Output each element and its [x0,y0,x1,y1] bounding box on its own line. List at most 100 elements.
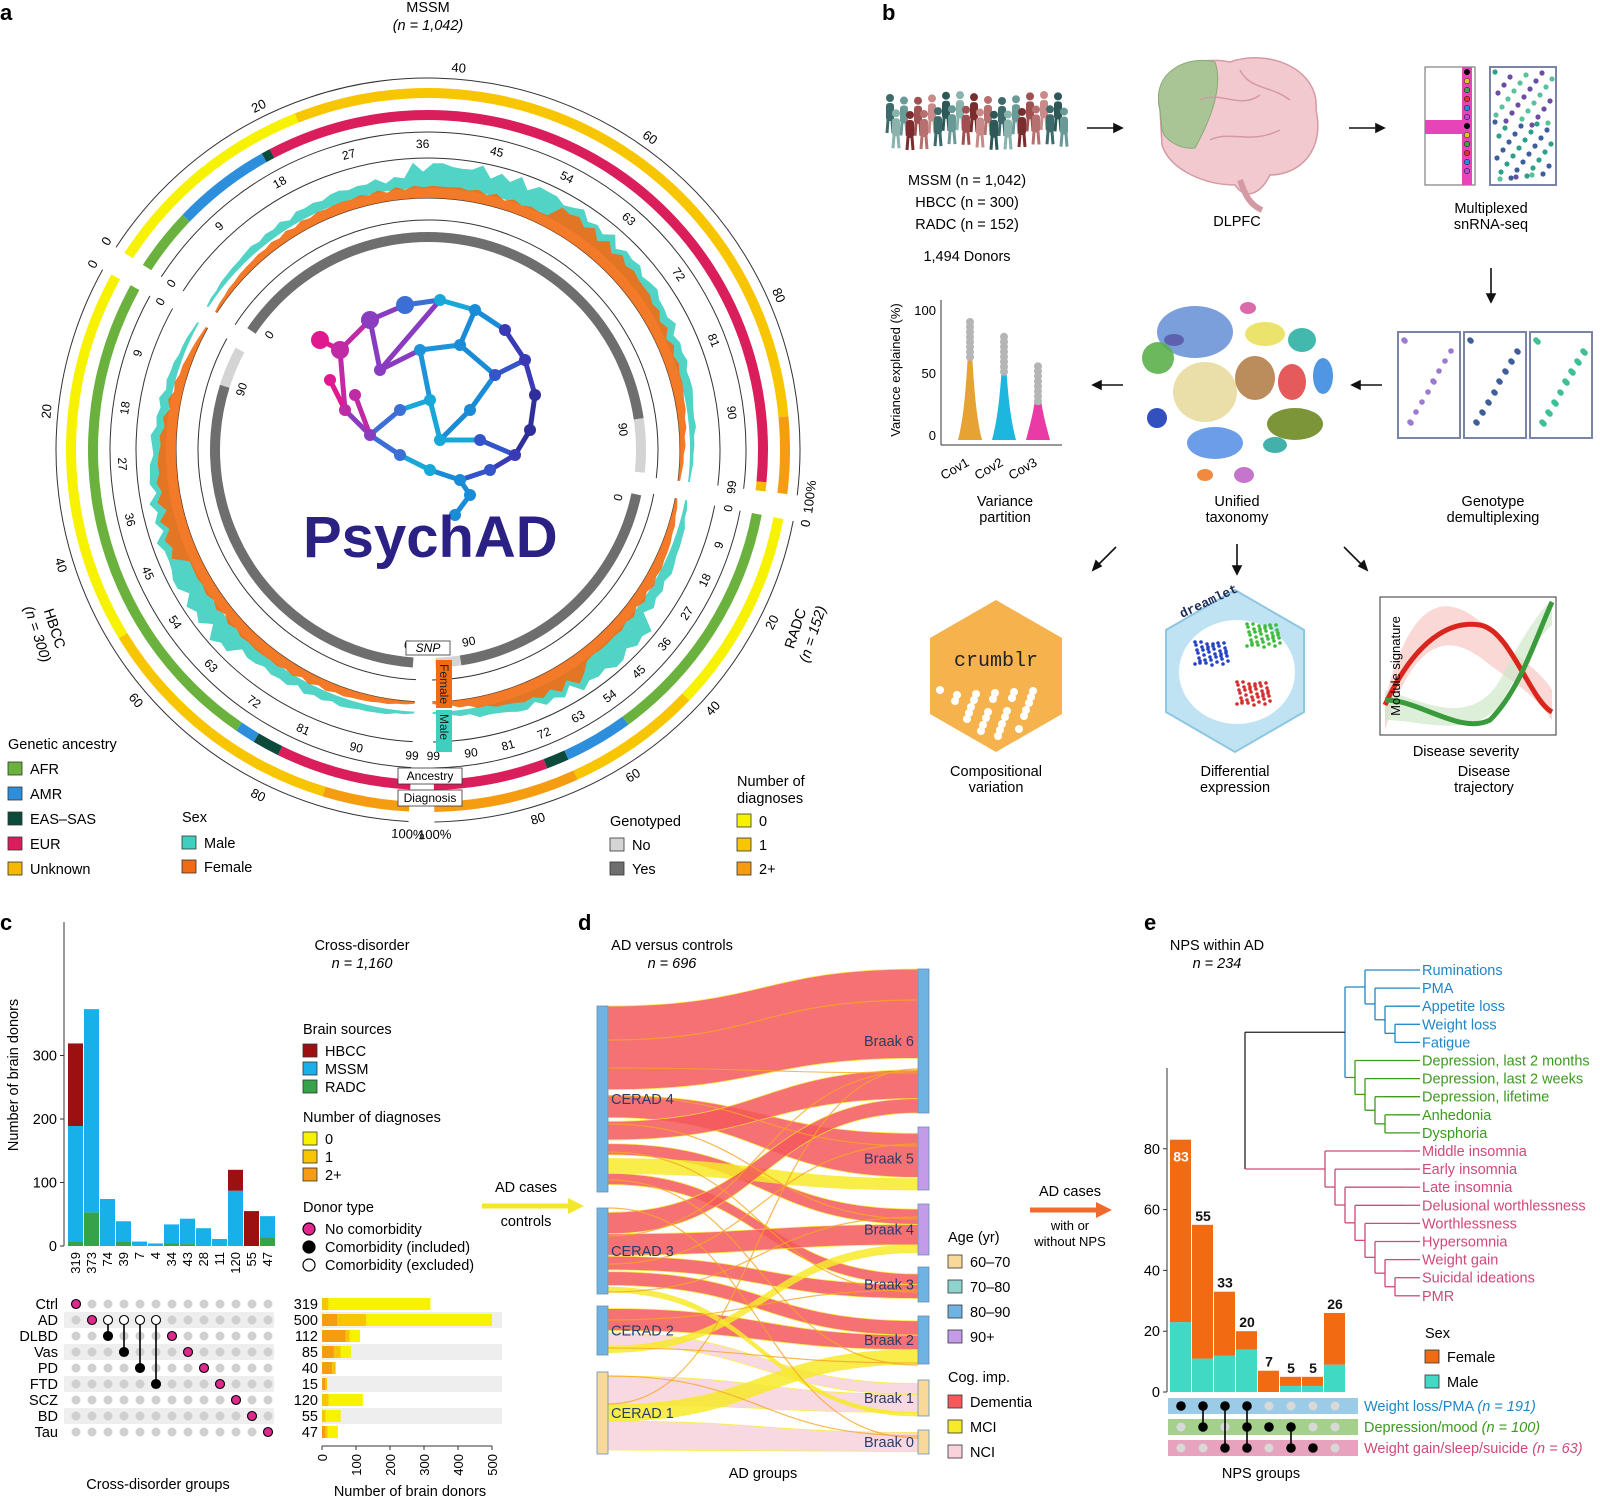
expression-dot [1197,656,1201,660]
logo-node [396,296,414,314]
cell-dot [1494,155,1500,161]
donor-line-hbcc: HBCC (n = 300) [915,195,1019,211]
cluster-blob [1147,408,1167,428]
c-matrix-dot [102,1314,114,1326]
c-matrix-empty-dot [263,1411,273,1421]
person-body [892,118,900,137]
e-bar-male [1214,1355,1235,1392]
cluster-blob [1235,356,1275,400]
c-matrix-empty-dot [199,1347,209,1357]
cell-dot [1517,80,1523,86]
c-hbar-segment [325,1410,341,1422]
age-tick-label: 0 [153,295,169,308]
expression-dot [1203,658,1207,662]
violin-ytick: 100 [914,303,936,318]
legend-swatch [947,1329,963,1344]
c-hbar-segment [333,1346,341,1358]
cell-dot [1544,127,1550,133]
c-matrix-empty-dot [231,1411,241,1421]
logo-edge [477,437,518,458]
crumb-dot [1020,712,1028,720]
cell-dot [1529,172,1535,178]
variance-label-1: Variance [977,494,1033,510]
c-matrix-empty-dot [199,1395,209,1405]
c-bar-segment-radc [68,1241,83,1246]
female-age-histogram [156,326,415,705]
e-matrix-band [1168,1419,1358,1435]
person-leg [1036,131,1041,145]
legend-item-label: 0 [325,1132,333,1148]
c-matrix-empty-dot [247,1363,257,1373]
c-matrix-dot [70,1298,82,1310]
e-matrix-dot [1242,1401,1252,1411]
c-matrix-row-label: Vas [34,1345,58,1361]
crumblr-hexagon-icon: crumblr [930,600,1062,752]
logo-edge [417,347,433,403]
expression-dot [1252,627,1256,631]
legend-item-label: Unknown [30,862,90,878]
logo-edge [472,307,508,333]
expression-dot [1251,622,1255,626]
c-matrix-empty-dot [87,1395,97,1405]
c-hbar-segment [340,1346,351,1358]
age-axis-arc [433,510,741,769]
age-tick-label: 54 [166,613,185,632]
e-bar-male [1236,1349,1257,1392]
age-tick-label: 0 [164,276,180,289]
legend-item-label: AMR [30,787,62,803]
expression-dot [1206,645,1210,649]
panel-c-upset: Cross-disorder n = 1,160 Number of brain… [6,922,502,1499]
d-n: n = 696 [648,956,698,972]
e-bar-female [1280,1376,1301,1386]
c-hbar-segment [325,1378,328,1390]
c-matrix-empty-dot [247,1347,257,1357]
cell-dot [1498,169,1504,175]
diagnosis-ring-segment [777,416,790,495]
droplet-dot [1463,68,1471,76]
c-bar-segment-hbcc [244,1211,259,1246]
genotype-cell-dot [1503,369,1509,375]
legend-swatch [947,1394,963,1409]
brain-icon [1157,57,1319,213]
person-body [956,100,964,119]
snp-track-outer [197,338,416,681]
sankey-left-label: CERAD 1 [611,1406,674,1422]
c-matrix-empty-dot [199,1379,209,1389]
expression-dot [1193,640,1197,644]
c-bar-label: 373 [84,1252,99,1274]
legend-swatch [947,1254,963,1269]
sankey-right-node [917,1126,930,1191]
e-tree-leaf-label: Hypersomnia [1422,1235,1508,1251]
c-hbar-segment [322,1298,329,1310]
c-matrix-empty-dot [167,1427,177,1437]
e-bar-female [1236,1331,1257,1350]
panel-e-nps: NPS within AD n = 234 0 20 40 60 80 83 55 33 20 7… [1144,938,1590,1482]
cluster-blob [1240,302,1256,314]
c-matrix-empty-dot [167,1347,177,1357]
violin-shape [992,336,1016,440]
trajectory-caption-1: Disease [1458,764,1510,780]
legend-title: Genetic ancestry [8,737,118,753]
logo-edge [502,327,528,363]
outer-tick-label: 20 [762,612,782,632]
person-leg [1017,133,1022,148]
c-hbar-segment [322,1362,333,1374]
e-matrix-empty-dot [1308,1422,1318,1432]
c-hbar-segment [337,1314,367,1326]
legend-item-label: Male [1447,1375,1478,1391]
sankey-right-node [917,1266,930,1303]
cell-dot [1509,110,1515,116]
cell-dot [1530,165,1536,171]
expression-dot [1258,627,1262,631]
outer-axis-arc [55,269,409,822]
cell-dot [1545,120,1551,126]
cluster-blob [1234,467,1254,483]
age-tick-label: 99 [427,749,441,763]
e-matrix-empty-dot [1330,1422,1340,1432]
person-head [1060,107,1068,116]
sankey-thin-flow [607,1151,919,1293]
legend-title-line1: Number of [737,774,806,790]
age-tick-label: 72 [535,724,553,742]
e-bar-label: 7 [1265,1354,1273,1370]
